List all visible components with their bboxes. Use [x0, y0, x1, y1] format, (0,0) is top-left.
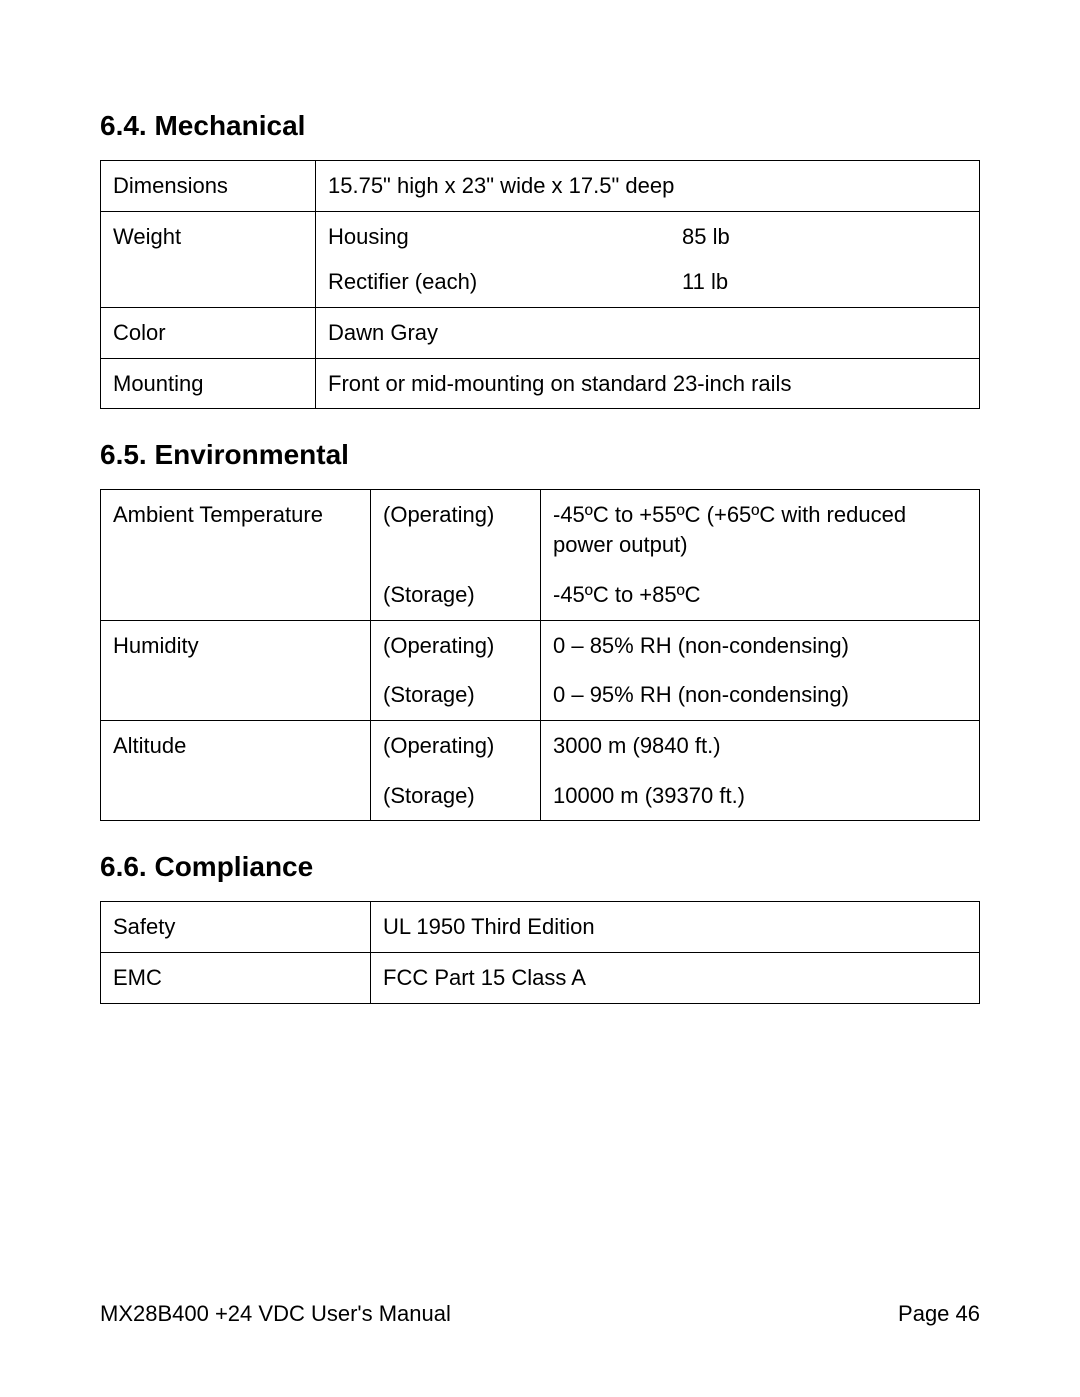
cell-sublabel: (Storage)	[371, 570, 541, 620]
cell-empty	[101, 771, 371, 821]
table-row: (Storage) -45ºC to +85ºC	[101, 570, 980, 620]
heading-mechanical: 6.4. Mechanical	[100, 110, 980, 142]
table-row: Rectifier (each) 11 lb	[101, 261, 980, 307]
cell-empty	[101, 261, 316, 307]
cell-value: -45ºC to +85ºC	[541, 570, 980, 620]
cell-value: 15.75" high x 23" wide x 17.5" deep	[316, 161, 980, 212]
cell-label: Color	[101, 308, 316, 359]
document-page: 6.4. Mechanical Dimensions 15.75" high x…	[0, 0, 1080, 1397]
cell-sublabel: Rectifier (each)	[316, 261, 671, 307]
table-row: (Storage) 10000 m (39370 ft.)	[101, 771, 980, 821]
cell-label: Safety	[101, 902, 371, 953]
cell-empty	[101, 670, 371, 720]
cell-sublabel: (Storage)	[371, 771, 541, 821]
cell-sublabel: (Operating)	[371, 620, 541, 670]
cell-value: 0 – 85% RH (non-condensing)	[541, 620, 980, 670]
cell-label: Weight	[101, 211, 316, 261]
table-row: Weight Housing 85 lb	[101, 211, 980, 261]
cell-sublabel: (Storage)	[371, 670, 541, 720]
table-environmental: Ambient Temperature (Operating) -45ºC to…	[100, 489, 980, 821]
page-footer: MX28B400 +24 VDC User's Manual Page 46	[100, 1301, 980, 1327]
footer-right: Page 46	[898, 1301, 980, 1327]
cell-value: -45ºC to +55ºC (+65ºC with reduced power…	[541, 490, 980, 570]
cell-sublabel: (Operating)	[371, 490, 541, 570]
table-row: Mounting Front or mid-mounting on standa…	[101, 358, 980, 409]
cell-value: UL 1950 Third Edition	[371, 902, 980, 953]
table-compliance: Safety UL 1950 Third Edition EMC FCC Par…	[100, 901, 980, 1003]
table-row: Dimensions 15.75" high x 23" wide x 17.5…	[101, 161, 980, 212]
cell-label: Dimensions	[101, 161, 316, 212]
heading-environmental: 6.5. Environmental	[100, 439, 980, 471]
cell-sublabel: Housing	[316, 211, 671, 261]
cell-label: EMC	[101, 952, 371, 1003]
table-mechanical: Dimensions 15.75" high x 23" wide x 17.5…	[100, 160, 980, 409]
table-row: Ambient Temperature (Operating) -45ºC to…	[101, 490, 980, 570]
cell-value: 0 – 95% RH (non-condensing)	[541, 670, 980, 720]
cell-value: FCC Part 15 Class A	[371, 952, 980, 1003]
cell-label: Ambient Temperature	[101, 490, 371, 570]
cell-value: 11 lb	[670, 261, 980, 307]
table-row: Altitude (Operating) 3000 m (9840 ft.)	[101, 720, 980, 770]
cell-empty	[101, 570, 371, 620]
heading-compliance: 6.6. Compliance	[100, 851, 980, 883]
cell-value: 85 lb	[670, 211, 980, 261]
table-row: Color Dawn Gray	[101, 308, 980, 359]
table-row: Safety UL 1950 Third Edition	[101, 902, 980, 953]
cell-value: Dawn Gray	[316, 308, 980, 359]
cell-sublabel: (Operating)	[371, 720, 541, 770]
footer-left: MX28B400 +24 VDC User's Manual	[100, 1301, 451, 1327]
cell-value: Front or mid-mounting on standard 23-inc…	[316, 358, 980, 409]
cell-label: Altitude	[101, 720, 371, 770]
cell-label: Humidity	[101, 620, 371, 670]
table-row: Humidity (Operating) 0 – 85% RH (non-con…	[101, 620, 980, 670]
table-row: (Storage) 0 – 95% RH (non-condensing)	[101, 670, 980, 720]
cell-label: Mounting	[101, 358, 316, 409]
cell-value: 3000 m (9840 ft.)	[541, 720, 980, 770]
cell-value: 10000 m (39370 ft.)	[541, 771, 980, 821]
table-row: EMC FCC Part 15 Class A	[101, 952, 980, 1003]
